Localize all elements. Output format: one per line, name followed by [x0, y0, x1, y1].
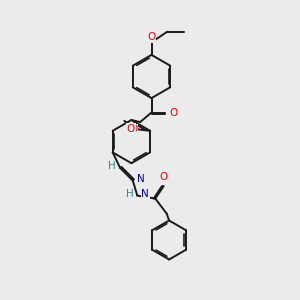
Text: H: H [108, 161, 116, 171]
Text: O: O [127, 124, 135, 134]
Text: O: O [160, 172, 168, 182]
Text: O: O [147, 32, 156, 42]
Text: O: O [169, 107, 178, 118]
Text: O: O [130, 124, 138, 134]
Text: H: H [126, 189, 134, 199]
Text: N: N [137, 174, 145, 184]
Text: N: N [142, 189, 149, 200]
